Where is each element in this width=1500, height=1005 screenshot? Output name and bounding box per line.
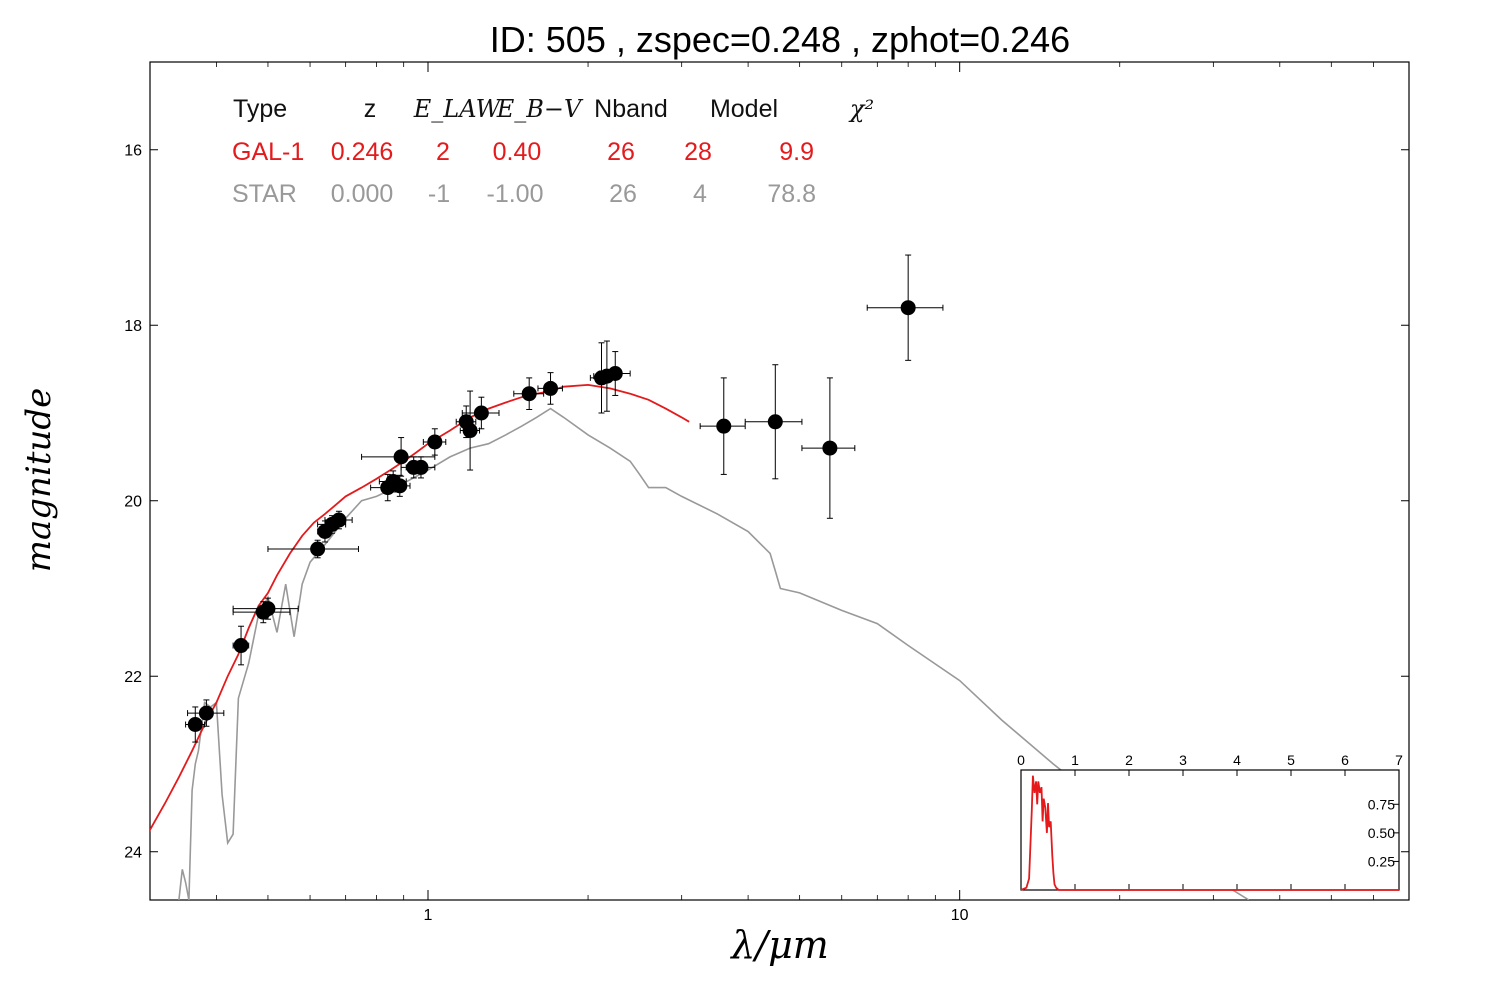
observation-point <box>866 254 944 361</box>
inset-x-tick-label: 3 <box>1179 752 1187 768</box>
inset-border <box>1020 769 1400 891</box>
fit-star-nband: 26 <box>609 180 637 208</box>
fit-header-nband: Nband <box>594 95 668 123</box>
fit-gal-type: GAL-1 <box>232 138 304 166</box>
observation-point <box>801 377 856 519</box>
observation-point <box>187 699 225 727</box>
fit-star-ebv: -1.00 <box>487 180 544 208</box>
fit-header-ebv: E_B−V <box>496 95 584 123</box>
fit-gal-elaw: 2 <box>436 138 450 166</box>
y-tick-label: 20 <box>124 494 142 511</box>
filter-inset: 0 1 2 3 4 5 6 7 0.25 0.50 0.75 <box>1017 752 1403 891</box>
observation-point <box>422 428 447 456</box>
fit-star-model: 4 <box>693 180 707 208</box>
fit-gal-ebv: 0.40 <box>493 138 542 166</box>
fit-star-type: STAR <box>232 180 297 208</box>
inset-x-tick-label: 2 <box>1125 752 1133 768</box>
fit-gal-chi2: 9.9 <box>779 138 814 166</box>
fit-row-gal: GAL-1 0.246 2 0.40 26 28 9.9 <box>232 138 814 166</box>
observation-point <box>699 377 746 475</box>
y-axis-label: magnitude <box>19 388 59 573</box>
fit-star-chi2: 78.8 <box>767 180 816 208</box>
fit-gal-z: 0.246 <box>331 138 394 166</box>
inset-x-tick-label: 4 <box>1233 752 1241 768</box>
fit-star-elaw: -1 <box>428 180 450 208</box>
chart-title: ID: 505 , zspec=0.248 , zphot=0.246 <box>490 19 1070 60</box>
y-tick-label: 18 <box>124 318 142 335</box>
y-tick-label: 16 <box>124 143 142 160</box>
observation-point <box>744 364 803 480</box>
inset-x-tick-label: 6 <box>1341 752 1349 768</box>
plot-border <box>149 61 1410 901</box>
observation-point <box>388 474 411 497</box>
inset-y-tick-label: 0.75 <box>1368 796 1395 812</box>
fit-header-model: Model <box>710 95 778 123</box>
observation-point <box>267 539 359 559</box>
inset-pdz-line <box>1020 775 1399 891</box>
fit-row-star: STAR 0.000 -1 -1.00 26 4 78.8 <box>232 180 816 208</box>
fit-header-elaw: E_LAW <box>413 95 503 123</box>
inset-x-tick-label: 5 <box>1287 752 1295 768</box>
x-axis-label: λ/μm <box>729 923 829 967</box>
fit-gal-nband: 26 <box>607 138 635 166</box>
plot-frame <box>149 61 1410 901</box>
series-line-gal-1 <box>150 383 690 832</box>
x-tick-label: 1 <box>424 907 433 924</box>
inset-x-tick-label: 7 <box>1395 752 1403 768</box>
inset-x-tick-label: 0 <box>1017 752 1025 768</box>
observation-point <box>459 390 481 471</box>
fit-star-z: 0.000 <box>331 180 394 208</box>
x-tick-label: 10 <box>951 907 969 924</box>
observation-point <box>513 377 545 410</box>
inset-y-tick-label: 0.50 <box>1368 825 1395 841</box>
y-tick-label: 22 <box>124 669 142 686</box>
fit-gal-model: 28 <box>684 138 712 166</box>
observation-point <box>461 396 500 430</box>
inset-x-tick-label: 1 <box>1071 752 1079 768</box>
observation-point <box>537 372 563 405</box>
fit-header-type: Type <box>233 95 287 123</box>
observation-point <box>232 625 250 666</box>
observations-layer <box>185 254 944 743</box>
fit-header-z: z <box>364 95 377 123</box>
observation-point <box>232 597 299 620</box>
fit-table: Type z E_LAW E_B−V Nband Model χ² GAL-1 … <box>232 95 874 208</box>
y-tick-label: 24 <box>124 845 142 862</box>
fit-header-chi2: χ² <box>848 95 874 123</box>
observation-point <box>598 351 631 396</box>
observation-point <box>324 510 353 530</box>
observation-point <box>405 456 436 479</box>
inset-y-tick-label: 0.25 <box>1368 853 1395 869</box>
